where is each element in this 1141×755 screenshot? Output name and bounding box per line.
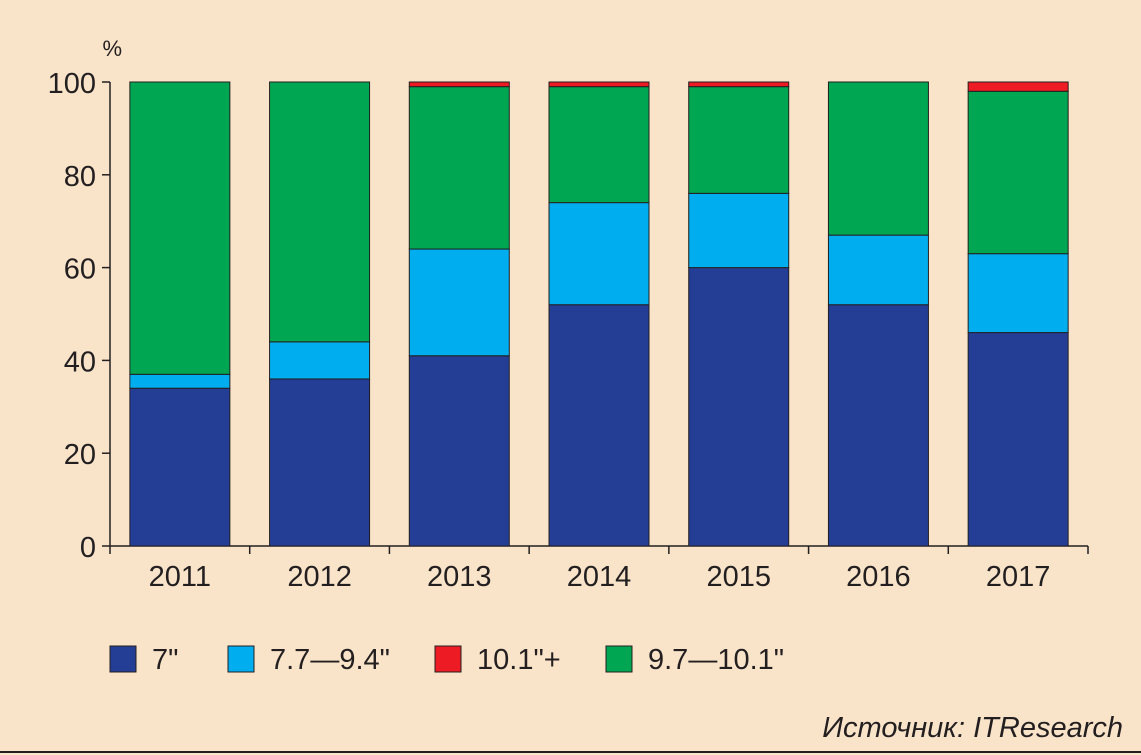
x-tick-label: 2017	[986, 561, 1051, 593]
bar-segment	[827, 304, 929, 547]
x-tick-label: 2012	[287, 561, 352, 593]
bar-segment	[967, 81, 1069, 92]
legend-swatch	[227, 645, 255, 673]
bar-segment	[688, 81, 790, 88]
bar-segment	[827, 234, 929, 306]
x-tick-label: 2011	[149, 561, 211, 593]
x-tick-label: 2014	[567, 561, 632, 593]
x-tick-label: 2013	[427, 561, 492, 593]
legend-swatch	[434, 645, 462, 673]
bar-segment	[408, 248, 510, 357]
legend-swatch	[605, 645, 633, 673]
bar-segment	[548, 81, 650, 88]
y-tick-label: 80	[64, 161, 96, 193]
x-tick-label: 2015	[706, 561, 771, 593]
x-tick-label: 2016	[846, 561, 911, 593]
y-tick-label: 60	[64, 254, 96, 286]
bar-segment	[269, 341, 371, 380]
bar-segment	[688, 267, 790, 547]
bar-segment	[548, 202, 650, 306]
bar-segment	[967, 90, 1069, 255]
y-tick-label: 40	[64, 346, 96, 378]
legend-label: 9.7—10.1"	[648, 644, 784, 676]
y-tick-label: 100	[48, 68, 96, 100]
bar-segment	[548, 86, 650, 204]
bar-segment	[269, 378, 371, 547]
bar-segment	[967, 253, 1069, 334]
y-tick-label: 0	[80, 532, 96, 564]
bar-segment	[129, 387, 231, 547]
bar-segment	[129, 373, 231, 389]
source-note: Источник: ITResearch	[822, 712, 1123, 744]
bars	[129, 81, 1069, 547]
legend-label: 10.1"+	[477, 644, 561, 676]
bar-segment	[688, 86, 790, 194]
y-tick-label: 20	[64, 439, 96, 471]
bar-segment	[548, 304, 650, 547]
bar-segment	[408, 86, 510, 250]
bar-segment	[129, 81, 231, 375]
y-unit-label: %	[102, 36, 122, 61]
bottom-rule	[0, 751, 1141, 753]
legend-label: 7.7—9.4"	[270, 644, 390, 676]
bar-segment	[269, 81, 371, 343]
bar-segment	[827, 81, 929, 236]
bar-segment	[408, 355, 510, 547]
legend-label: 7"	[152, 644, 178, 676]
bar-segment	[408, 81, 510, 88]
bar-segment	[688, 192, 790, 269]
bar-segment	[967, 332, 1069, 547]
tick-labels: 0 20 40 60 80 100% 2011 2012 2013 2014 2015 2016 201…	[48, 36, 1051, 593]
legend: 7" 7.7—9.4" 10.1"+ 9.7—10.1"	[109, 644, 784, 676]
legend-swatch	[109, 645, 137, 673]
